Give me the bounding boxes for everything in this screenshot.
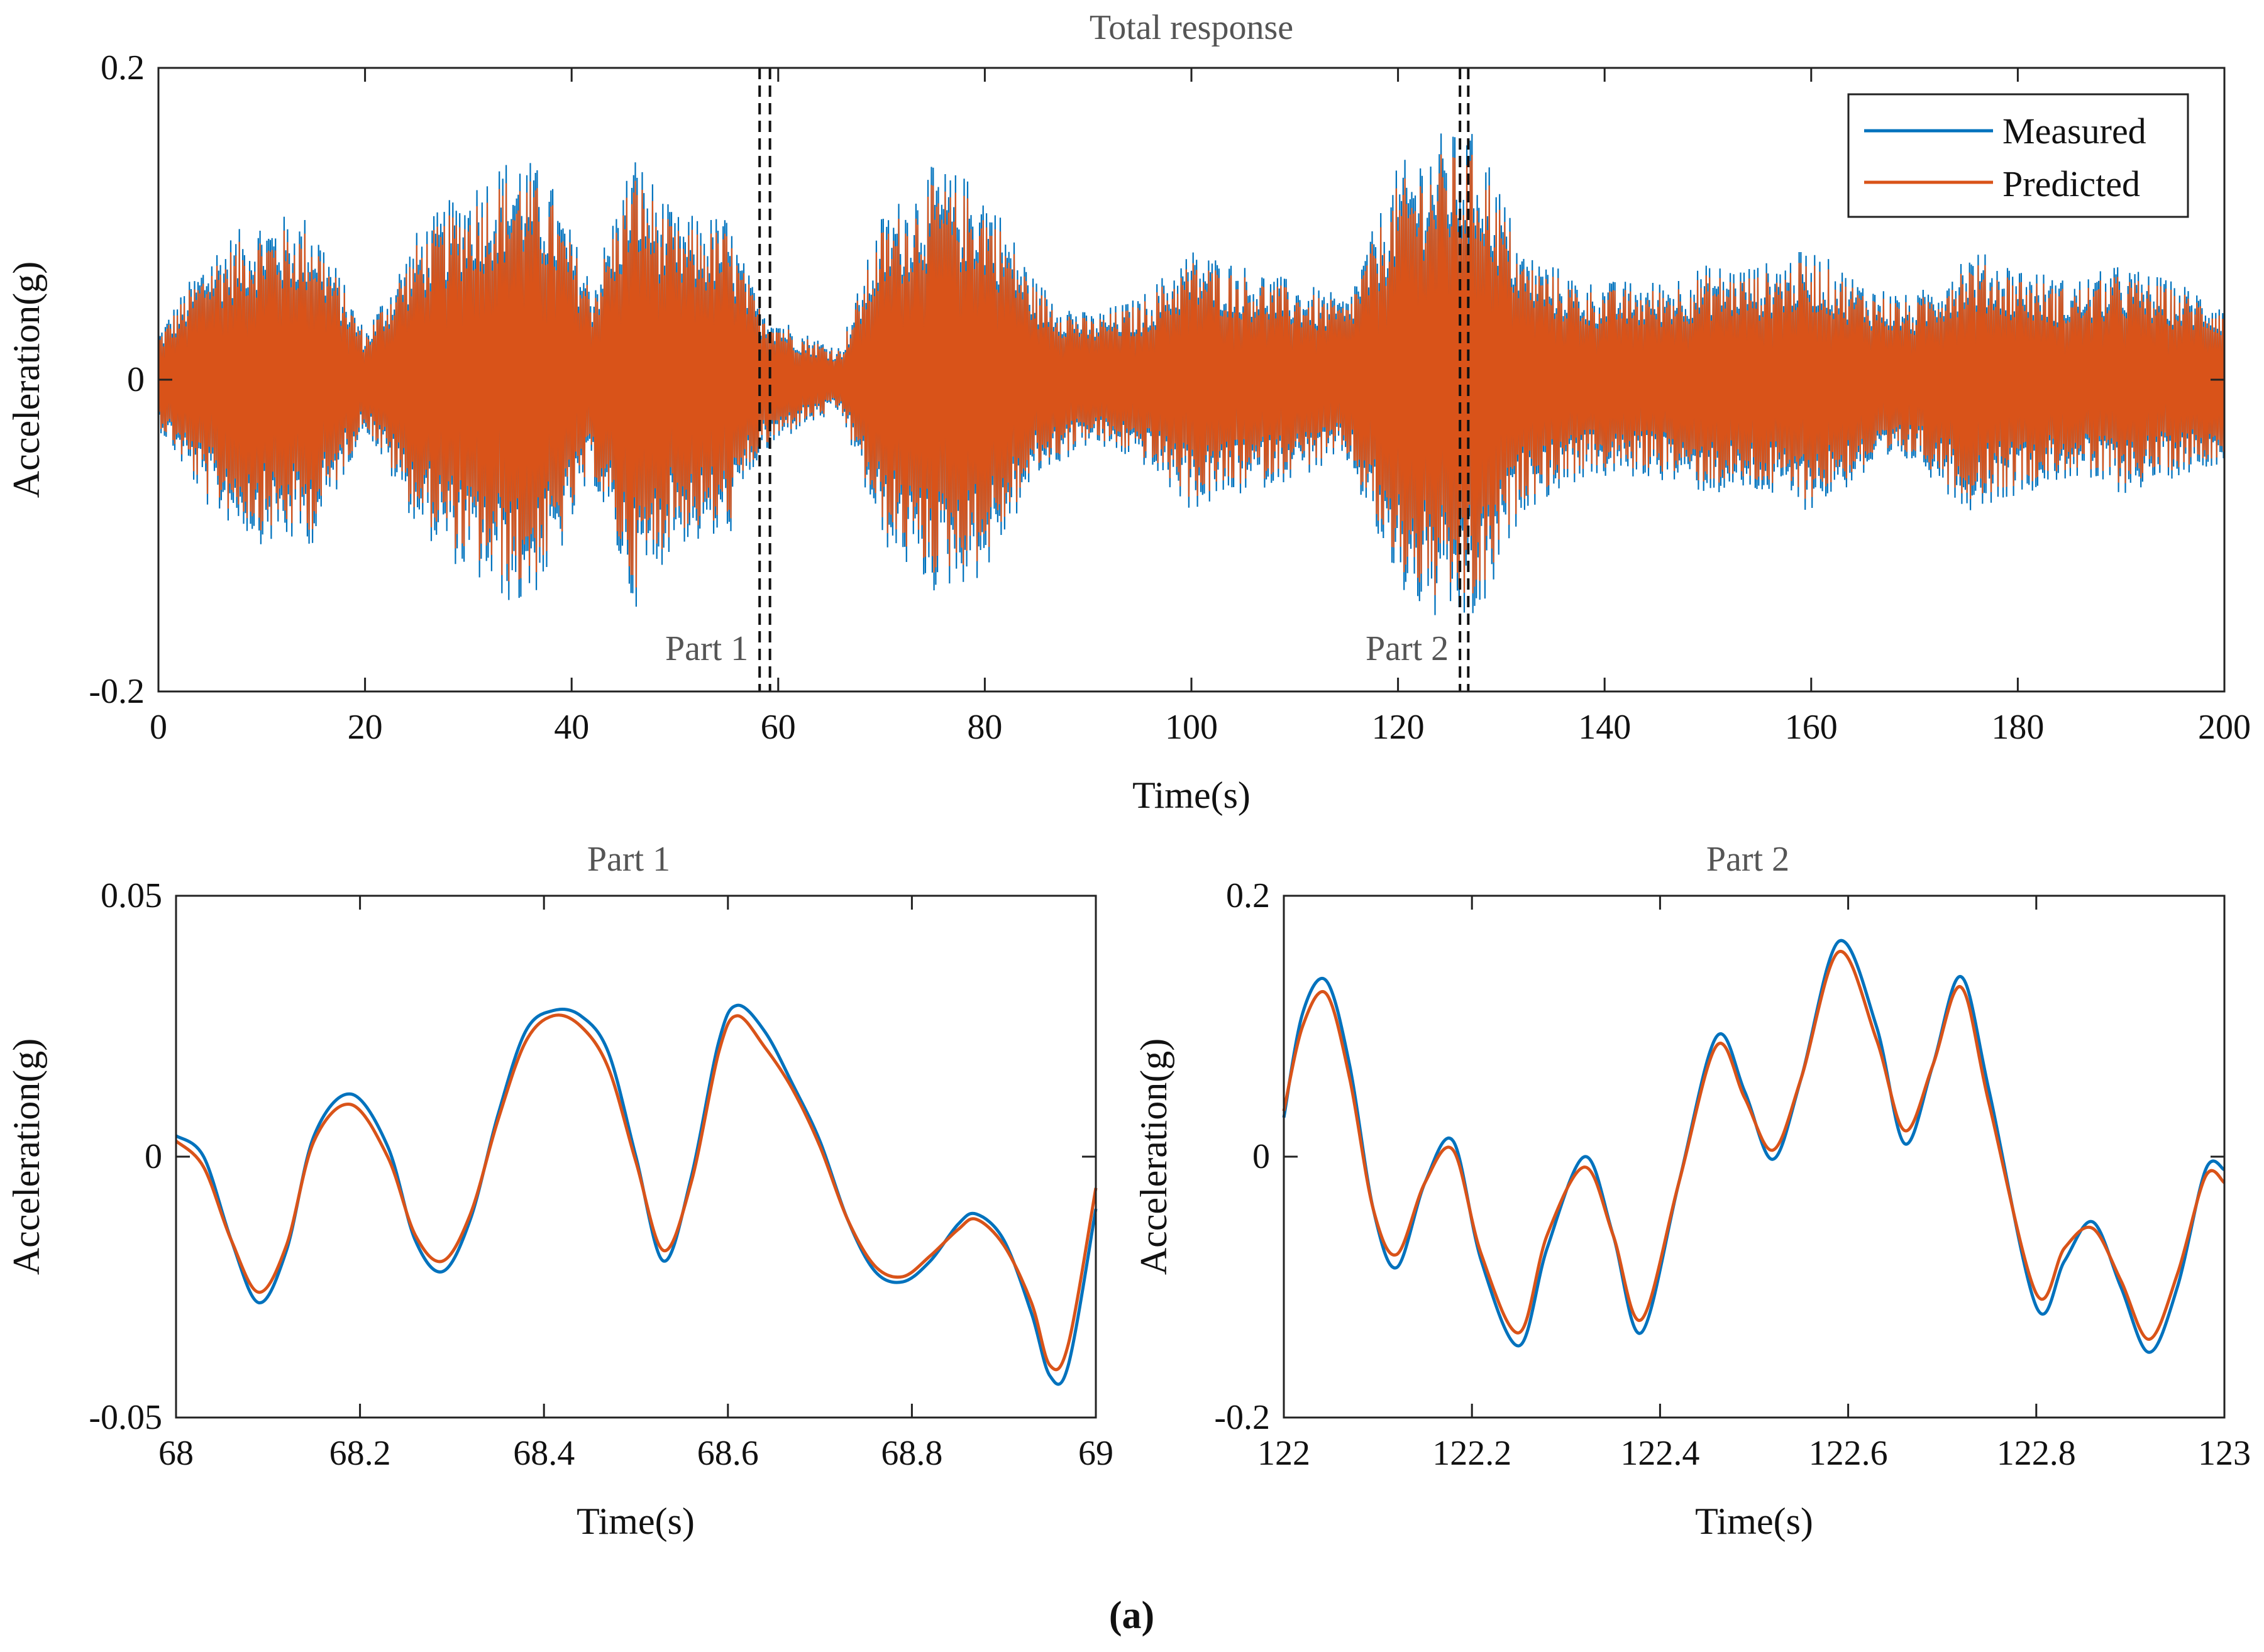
part1-predicted-line	[175, 1013, 1098, 1372]
part2-predicted-line	[1282, 950, 2226, 1341]
x-tick-label: 68.2	[329, 1434, 391, 1473]
x-tick-label: 160	[1785, 708, 1838, 747]
total-ylabel: Acceleration(g)	[6, 262, 47, 498]
part1-xlabel: Time(s)	[577, 1501, 695, 1542]
part-markers: Part 1 Part 2	[665, 68, 1470, 691]
x-tick-label: 68.6	[697, 1434, 759, 1473]
figure-caption: (a)	[1109, 1594, 1154, 1637]
x-tick-label: 200	[2198, 708, 2251, 747]
total-response-series-group	[157, 133, 2226, 615]
part2-chart: Part 2 122 122.2 122.4 122.6 122.8 123 -0.2 0 0.…	[1133, 840, 2251, 1542]
x-tick-label: 122	[1257, 1434, 1310, 1473]
part2-series-group	[1282, 939, 2226, 1354]
x-tick-label: 20	[348, 708, 383, 747]
x-tick-label: 69	[1078, 1434, 1113, 1473]
total-response-chart: Total response Part 1 Part 2 0 20 40 60 80 100…	[6, 8, 2251, 816]
part2-measured-line	[1282, 939, 2226, 1354]
part2-plot-frame	[1283, 895, 2226, 1419]
y-tick-label: 0	[127, 360, 145, 399]
total-measured-line	[157, 133, 2226, 615]
x-tick-label: 60	[761, 708, 796, 747]
part2-title: Part 2	[1706, 840, 1789, 879]
legend-measured-label: Measured	[2002, 111, 2146, 151]
y-tick-label: 0	[145, 1137, 162, 1176]
x-tick-label: 100	[1165, 708, 1218, 747]
x-tick-label: 0	[150, 708, 167, 747]
total-xlabel: Time(s)	[1132, 774, 1251, 816]
total-predicted-line	[157, 154, 2226, 595]
x-tick-label: 123	[2198, 1434, 2251, 1473]
x-tick-label: 140	[1578, 708, 1631, 747]
part1-ylabel: Acceleration(g)	[6, 1038, 47, 1275]
y-tick-label: -0.05	[89, 1398, 162, 1437]
part2-ylabel: Acceleration(g)	[1133, 1038, 1174, 1275]
y-tick-label: -0.2	[89, 672, 145, 711]
legend-predicted-label: Predicted	[2002, 163, 2140, 204]
y-tick-label: 0.05	[101, 876, 162, 915]
total-axis-ticks: 0 20 40 60 80 100 120 140 160 180 200-0.200.2	[89, 48, 2251, 747]
part2-xlabel: Time(s)	[1695, 1501, 1813, 1542]
x-tick-label: 122.4	[1620, 1434, 1699, 1473]
part2-axis-ticks: 122 122.2 122.4 122.6 122.8 123 -0.2 0 0.2	[1214, 876, 2251, 1473]
y-tick-label: 0.2	[1226, 876, 1270, 915]
y-tick-label: 0	[1252, 1137, 1270, 1176]
x-tick-label: 40	[554, 708, 589, 747]
x-tick-label: 68.8	[881, 1434, 942, 1473]
part1-measured-line	[175, 1003, 1098, 1386]
x-tick-label: 68.4	[513, 1434, 575, 1473]
part-marker-label: Part 1	[665, 629, 748, 668]
legend-box	[1847, 93, 2189, 218]
x-tick-label: 68	[158, 1434, 194, 1473]
x-tick-label: 122.8	[1997, 1434, 2076, 1473]
part-marker-label: Part 2	[1366, 629, 1449, 668]
legend: Measured Predicted	[1847, 93, 2189, 218]
x-tick-label: 122.6	[1809, 1434, 1888, 1473]
x-tick-label: 80	[967, 708, 1002, 747]
x-tick-label: 122.2	[1432, 1434, 1511, 1473]
y-tick-label: 0.2	[101, 48, 145, 87]
y-tick-label: -0.2	[1214, 1398, 1270, 1437]
part1-chart: Part 1 68 68.2 68.4 68.6 68.8 69 -0.05 0 0.05 Ti…	[6, 840, 1113, 1542]
part1-title: Part 1	[587, 840, 670, 879]
part1-axis-ticks: 68 68.2 68.4 68.6 68.8 69 -0.05 0 0.05	[89, 876, 1113, 1473]
x-tick-label: 120	[1372, 708, 1425, 747]
x-tick-label: 180	[1991, 708, 2044, 747]
part1-series-group	[175, 1003, 1098, 1386]
total-response-title: Total response	[1090, 8, 1293, 47]
